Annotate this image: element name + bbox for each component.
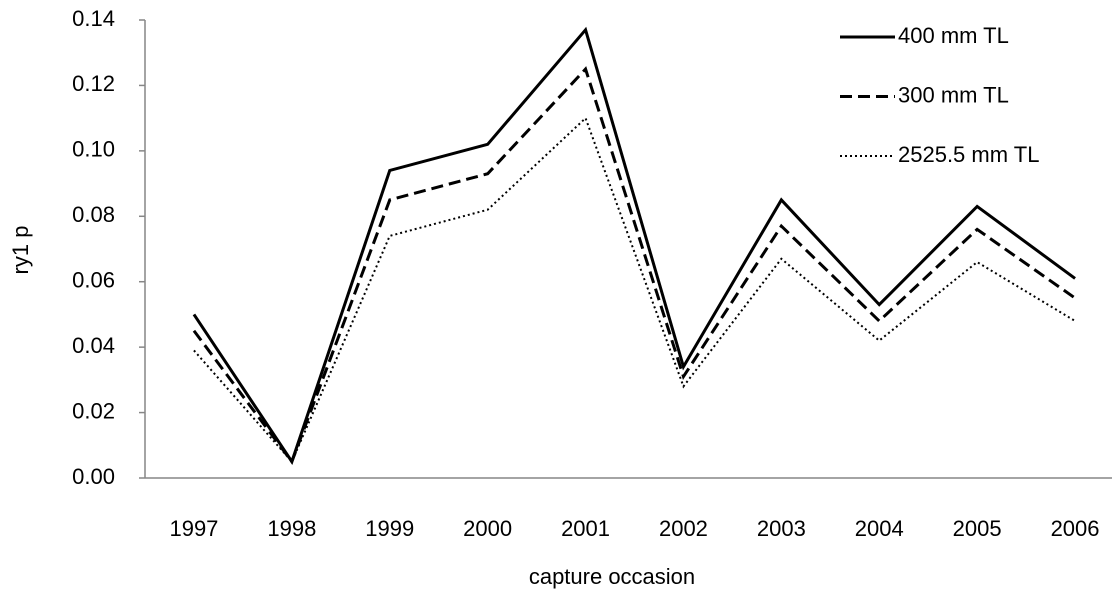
- y-axis-label: ry1 p: [8, 226, 33, 275]
- y-tick-label: 0.12: [72, 71, 115, 96]
- x-tick-label: 2002: [659, 516, 708, 541]
- y-tick-label: 0.02: [72, 398, 115, 423]
- y-tick-label: 0.00: [72, 464, 115, 489]
- x-tick-label: 1997: [169, 516, 218, 541]
- x-tick-label: 1998: [267, 516, 316, 541]
- x-tick-label: 2003: [757, 516, 806, 541]
- series-line: [192, 26, 1076, 466]
- y-tick-label: 0.14: [72, 6, 115, 31]
- y-tick-label: 0.08: [72, 202, 115, 227]
- x-tick-label: 1999: [365, 516, 414, 541]
- x-tick-label: 2005: [953, 516, 1002, 541]
- legend-label: 2525.5 mm TL: [898, 142, 1039, 167]
- x-tick-label: 2001: [561, 516, 610, 541]
- y-tick-label: 0.10: [72, 137, 115, 162]
- y-tick-label: 0.04: [72, 333, 115, 358]
- legend-label: 300 mm TL: [898, 82, 1009, 107]
- x-tick-label: 2004: [855, 516, 904, 541]
- series-line: [192, 66, 1076, 465]
- x-tick-label: 2006: [1051, 516, 1100, 541]
- x-tick-label: 2000: [463, 516, 512, 541]
- x-axis-label: capture occasion: [529, 564, 695, 589]
- series-line: [193, 116, 1076, 464]
- y-tick-label: 0.06: [72, 268, 115, 293]
- legend-label: 400 mm TL: [898, 23, 1009, 48]
